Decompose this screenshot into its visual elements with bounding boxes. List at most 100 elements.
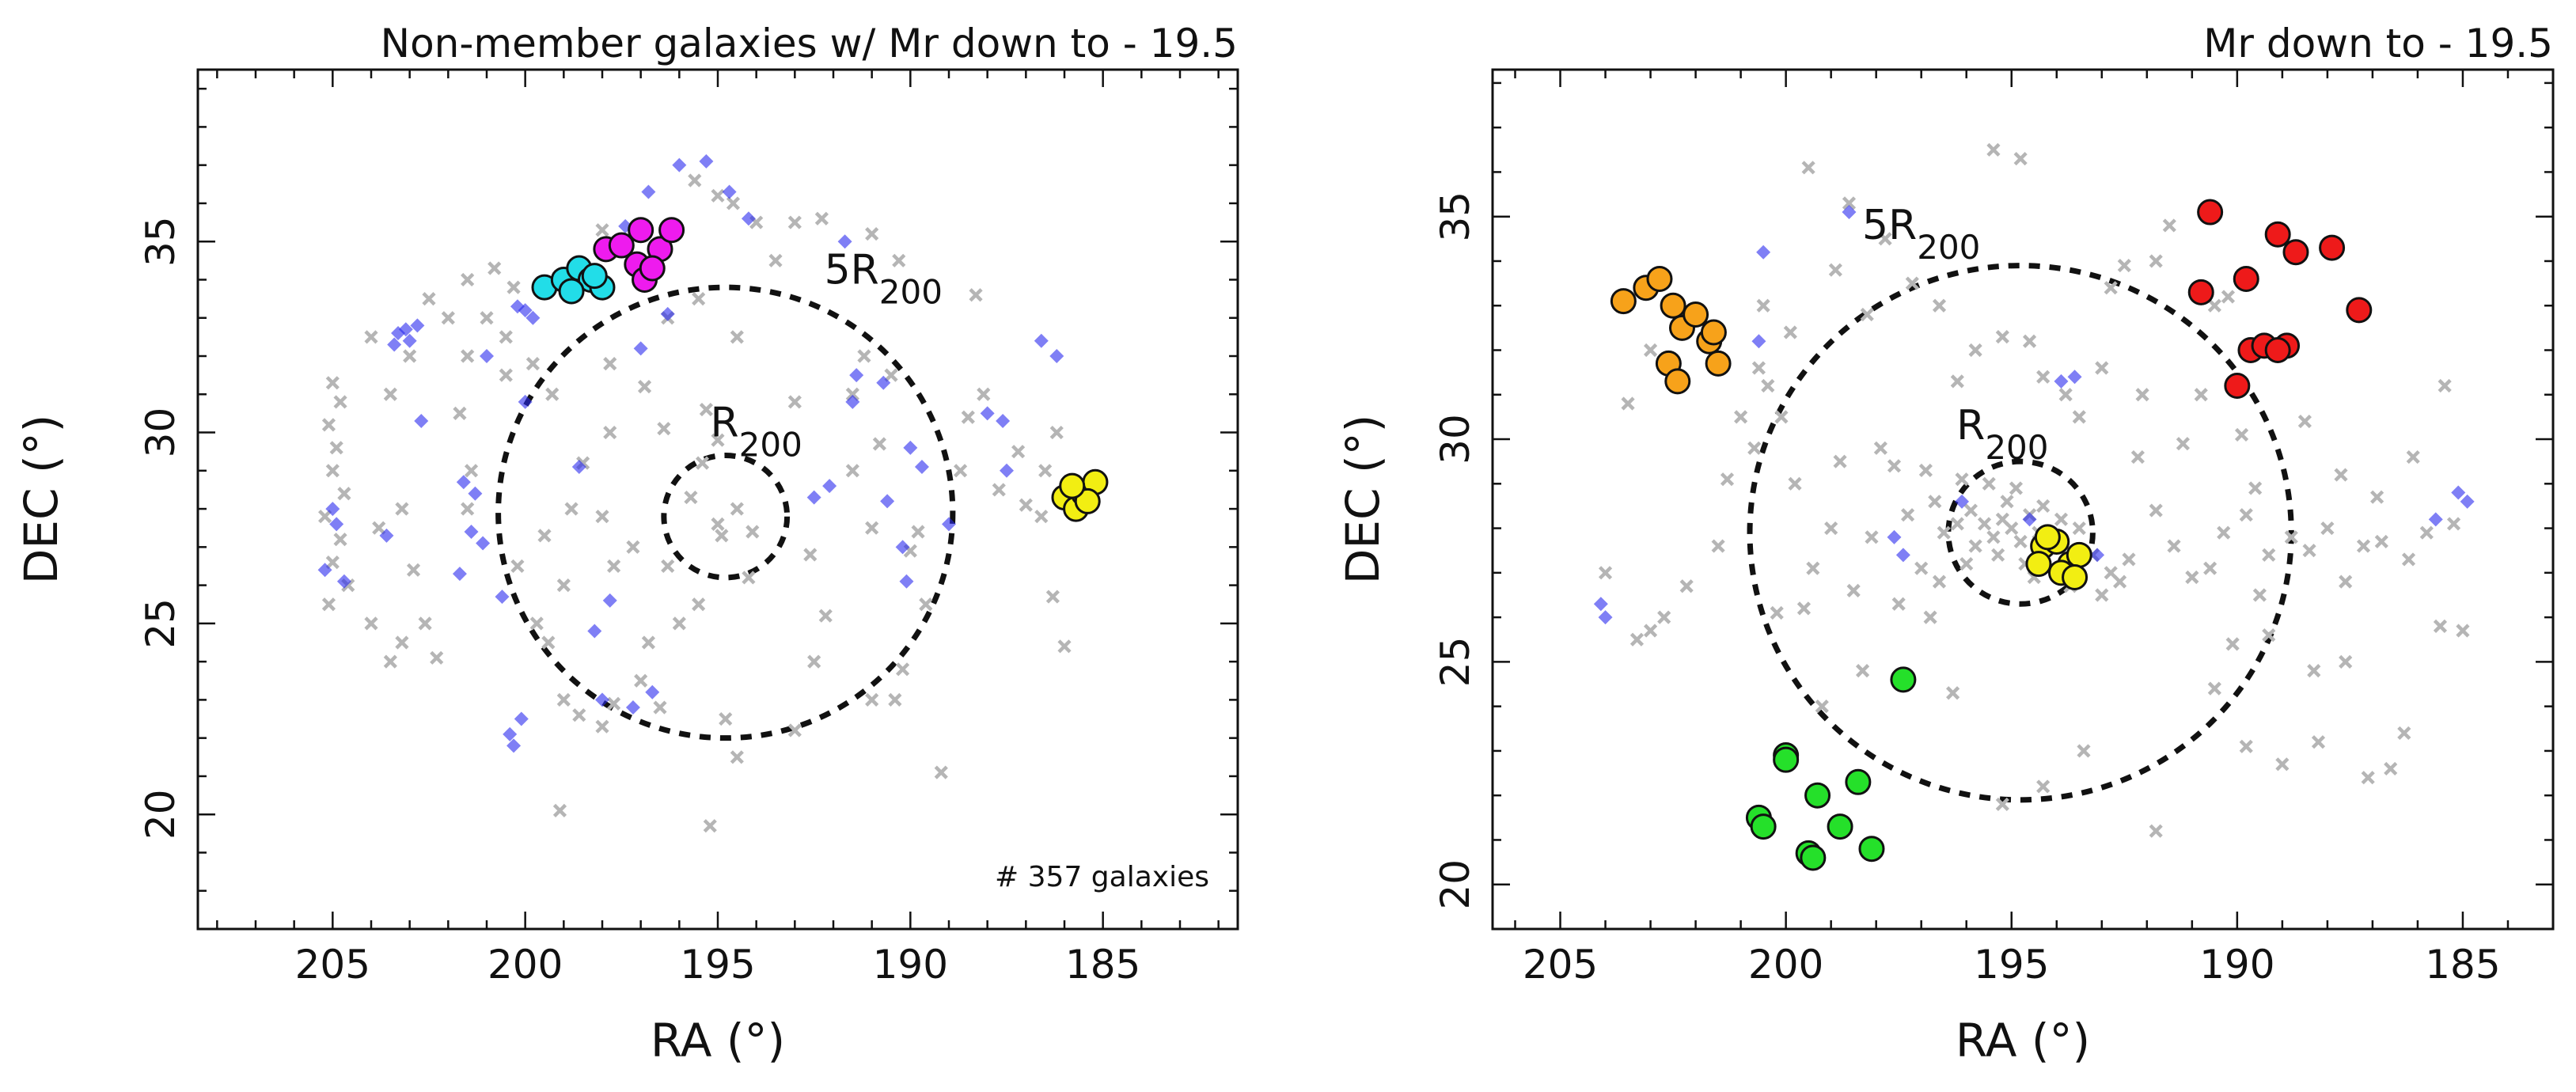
magenta-point <box>658 217 685 244</box>
gray-x-point <box>726 196 741 210</box>
gray-x-point <box>1901 508 1915 522</box>
gray-x-point <box>1860 307 1874 322</box>
circle-label-sub: 200 <box>879 272 943 311</box>
gray-x-point <box>1932 298 1947 313</box>
gray-x-point <box>641 635 655 650</box>
gray-x-point <box>1045 590 1060 604</box>
x-tick-label: 190 <box>2199 942 2274 988</box>
red-point <box>2282 239 2309 266</box>
blue-diamond-point <box>468 486 483 501</box>
gray-x-point <box>499 330 513 344</box>
green-point <box>1827 813 1853 840</box>
red-point <box>2264 336 2291 363</box>
gray-x-point <box>2433 619 2448 633</box>
orange-point <box>1705 350 1732 377</box>
y-tick-label: 35 <box>1432 191 1478 242</box>
radius-circle <box>495 284 956 741</box>
gray-x-point <box>1995 330 2009 344</box>
gray-x-point <box>2122 552 2136 567</box>
gray-x-point <box>2297 414 2312 429</box>
blue-diamond-point <box>379 528 394 543</box>
blue-diamond-point <box>1842 205 1857 220</box>
x-tick-label: 205 <box>295 942 370 988</box>
gray-x-point <box>711 188 725 203</box>
yellow-point <box>2062 563 2088 590</box>
gray-x-point <box>934 765 948 779</box>
gray-x-point <box>480 311 494 325</box>
gray-x-point <box>595 510 609 524</box>
gray-x-point <box>1923 610 1937 624</box>
green-point <box>1750 813 1777 840</box>
gray-x-point <box>1751 361 1766 375</box>
blue-diamond-point <box>587 624 602 639</box>
gray-x-point <box>2397 726 2411 741</box>
blue-diamond-point <box>1049 349 1064 363</box>
gray-x-point <box>2320 521 2335 536</box>
right-panel: Mr down to - 19.5 205 200 195 190 185 20 25 30 3… <box>1336 21 2555 1067</box>
gray-x-point <box>395 635 409 650</box>
gray-x-point <box>1960 557 1974 571</box>
blue-diamond-point <box>456 475 471 490</box>
gray-x-point <box>688 173 702 188</box>
gray-x-point <box>1657 610 1671 624</box>
y-tick-label: 30 <box>1432 414 1478 464</box>
gray-x-point <box>2284 530 2298 544</box>
gray-x-point <box>1914 561 1929 575</box>
gray-x-point <box>845 464 859 478</box>
gray-x-point <box>1770 605 1784 620</box>
blue-diamond-point <box>942 517 956 532</box>
red-point <box>2319 234 2346 261</box>
blue-diamond-point <box>2067 370 2082 385</box>
orange-point <box>1664 368 1691 395</box>
blue-diamond-point <box>914 459 929 474</box>
right-points <box>1593 142 2475 871</box>
gray-x-point <box>1865 530 1879 544</box>
blue-diamond-point <box>1593 597 1608 612</box>
gray-x-point <box>1891 597 1906 611</box>
blue-diamond-point <box>514 711 529 726</box>
gray-x-point <box>372 521 386 535</box>
gray-x-point <box>2207 681 2221 696</box>
blue-diamond-point <box>329 517 344 532</box>
gray-x-point <box>2013 151 2028 166</box>
gray-x-point <box>2203 561 2217 575</box>
blue-diamond-point <box>806 490 821 505</box>
gray-x-point <box>634 673 648 688</box>
gray-x-point <box>2009 481 2024 495</box>
gray-x-point <box>695 456 710 470</box>
orange-point <box>1610 288 1637 315</box>
left-tick-labels: 205 200 195 190 185 20 25 30 35 <box>138 216 1140 988</box>
gray-x-point <box>2275 757 2290 772</box>
y-tick-label: 25 <box>1432 637 1478 688</box>
blue-diamond-point <box>903 440 918 455</box>
gray-x-point <box>603 357 617 371</box>
gray-x-point <box>730 502 744 516</box>
gray-x-point <box>333 533 347 547</box>
blue-diamond-point <box>510 299 525 314</box>
blue-diamond-point <box>595 692 609 707</box>
gray-x-point <box>499 368 513 382</box>
gray-x-point <box>1019 498 1033 512</box>
gray-x-point <box>2095 588 2109 602</box>
green-point <box>1773 746 1800 773</box>
blue-diamond-point <box>645 684 660 700</box>
x-tick-label: 200 <box>1748 942 1823 988</box>
gray-x-point <box>1815 700 1829 714</box>
x-tick-label: 195 <box>680 942 755 988</box>
gray-x-point <box>430 650 444 665</box>
gray-x-point <box>1937 525 1951 540</box>
red-point <box>2197 199 2224 226</box>
radius-circle <box>1945 458 2096 607</box>
gray-x-point <box>684 490 698 505</box>
y-tick-label: 30 <box>138 408 184 458</box>
gray-x-point <box>321 597 336 612</box>
gray-x-point <box>2217 525 2231 540</box>
gray-x-point <box>1982 476 1996 491</box>
blue-diamond-point <box>495 590 510 605</box>
gray-x-point <box>1774 410 1789 424</box>
x-tick-label: 195 <box>1974 942 2049 988</box>
galaxy-count-note: # 357 galaxies <box>995 861 1209 893</box>
